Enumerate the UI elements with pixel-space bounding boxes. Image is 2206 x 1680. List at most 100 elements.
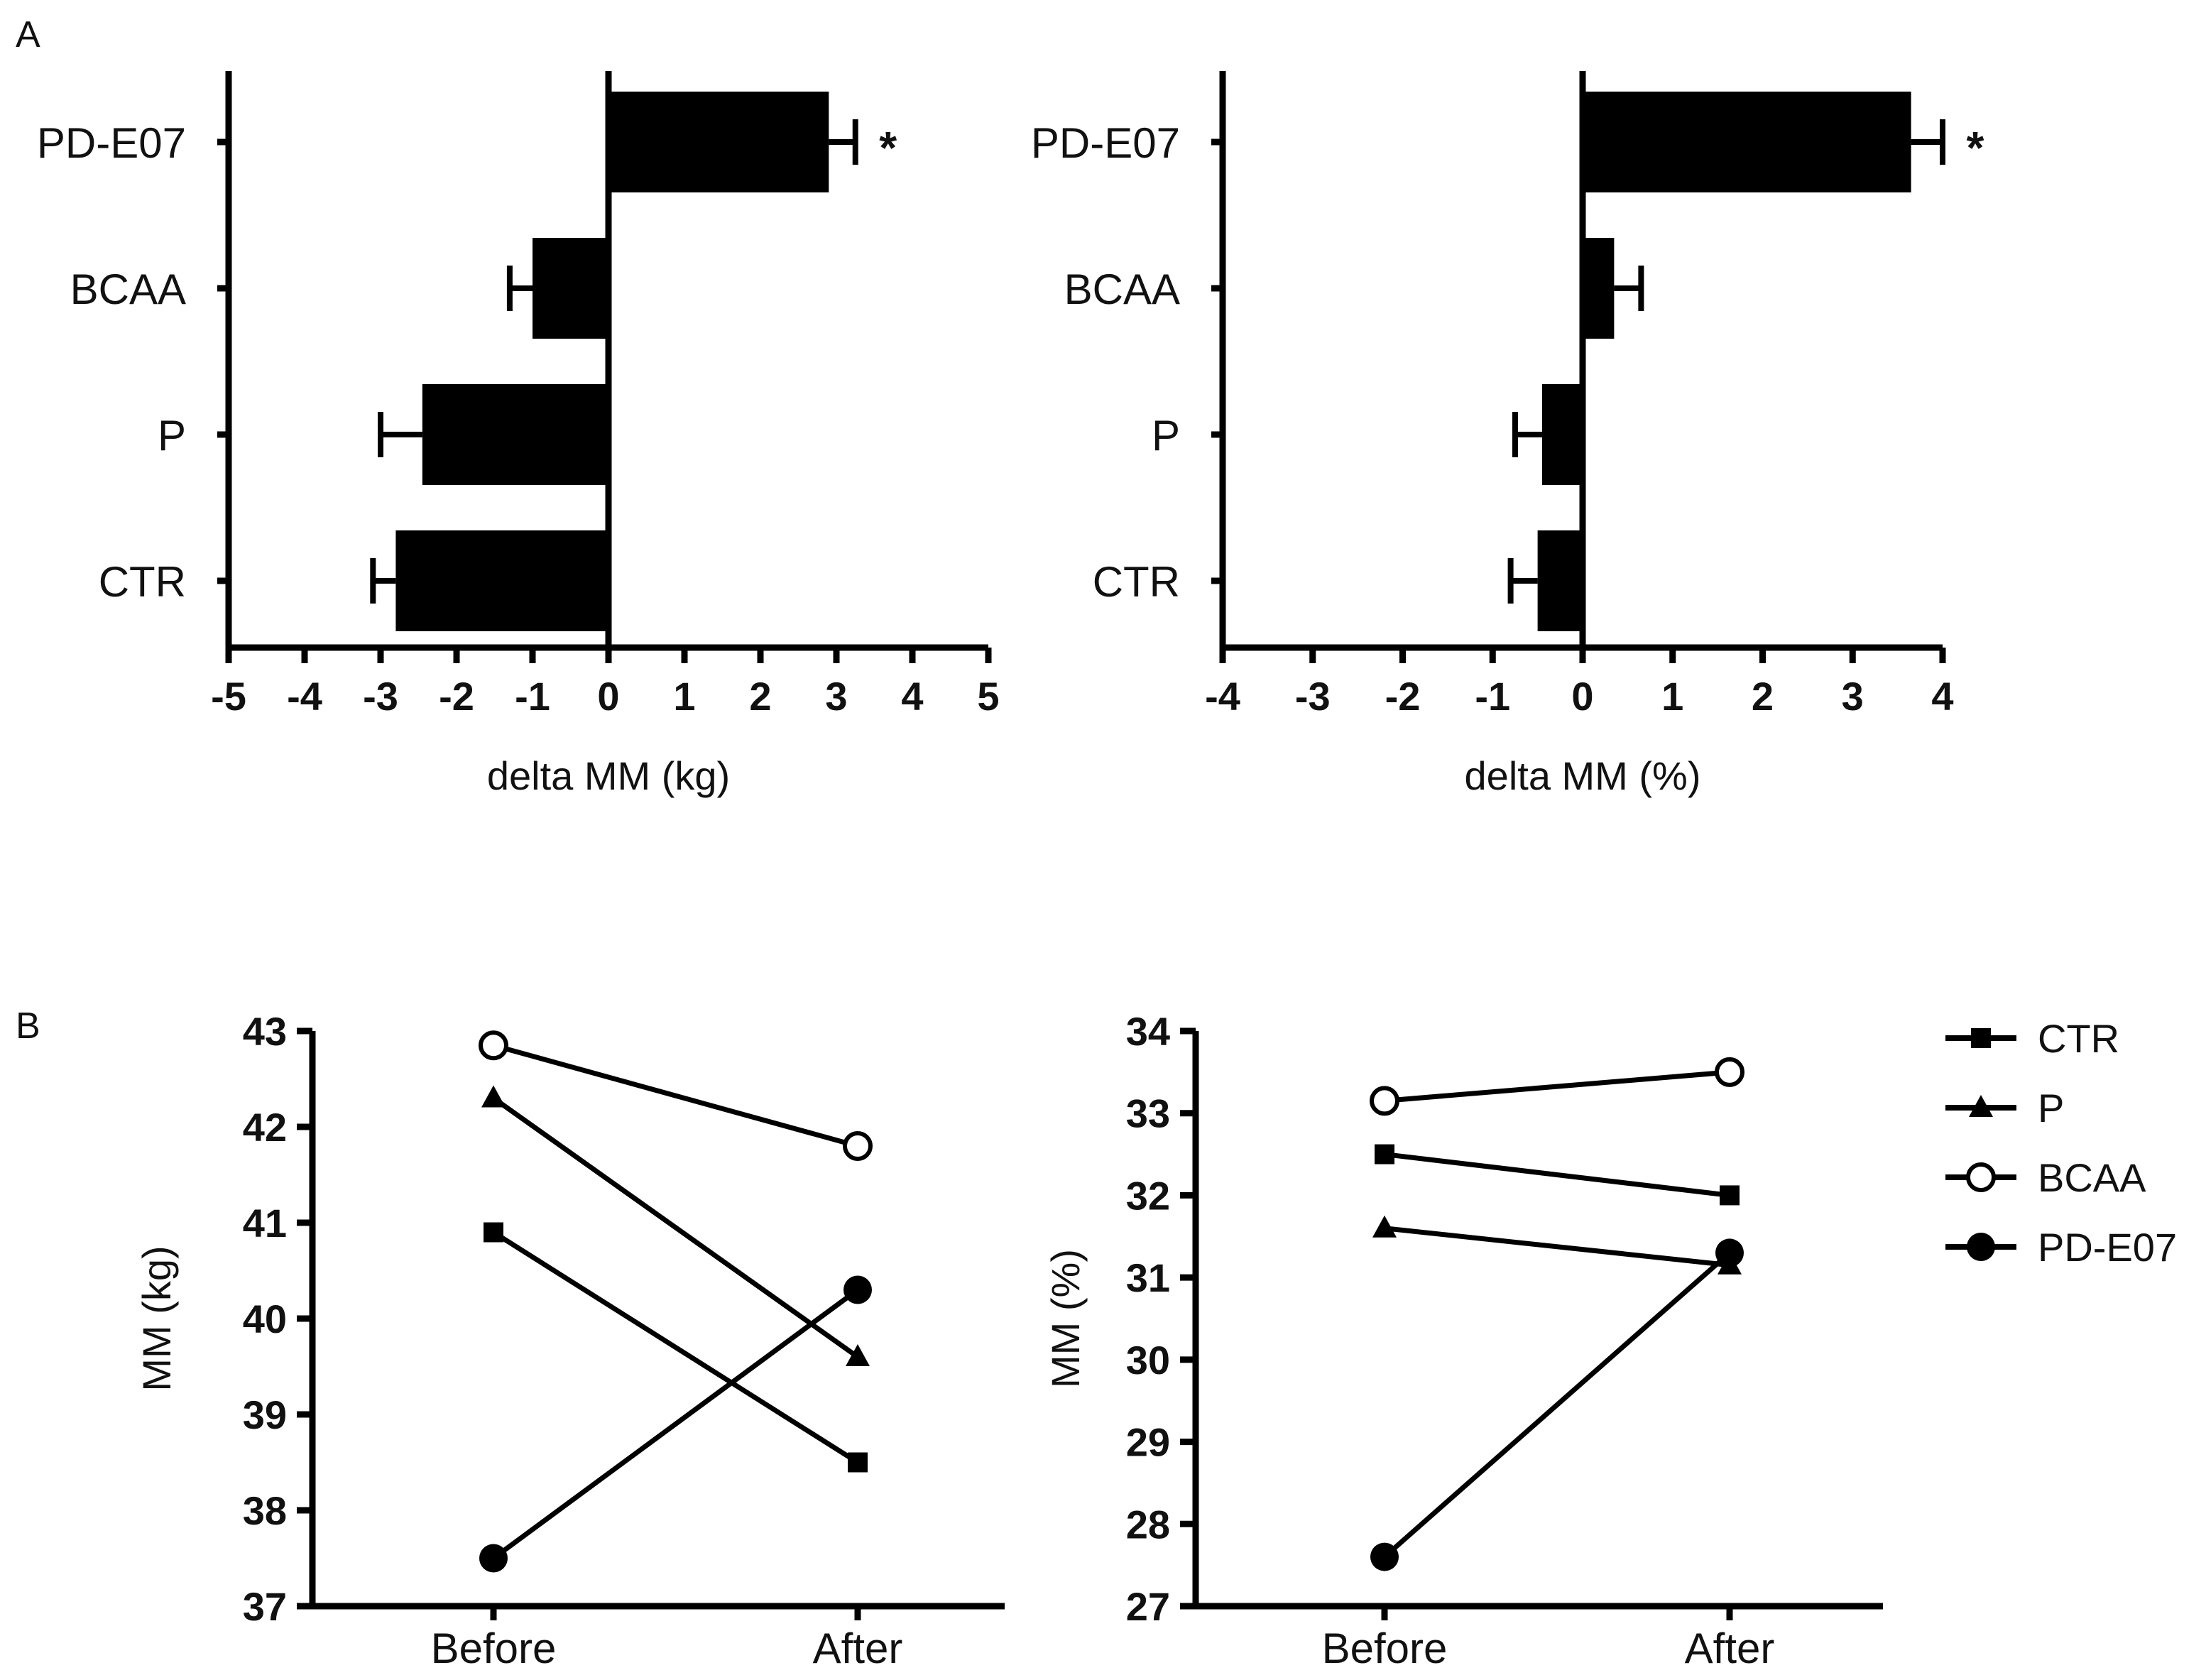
bar-ctr — [1537, 530, 1583, 631]
x-tick-label: -1 — [515, 674, 550, 719]
series-line-ctr — [1384, 1152, 1730, 1198]
significance-star: * — [1967, 122, 1984, 173]
bar-chart-delta-mm-kg: -5 -4 -3 -2 -1 0 1 2 3 4 5 delta MM (kg) CTR P BCAA PD-… — [37, 71, 1000, 798]
x-tick-label: 1 — [1661, 674, 1683, 719]
series-line-pd-e07 — [491, 1287, 860, 1561]
category-label-p: P — [1152, 412, 1180, 459]
data-point-bcaa — [843, 1131, 873, 1161]
y-tick-label: 40 — [243, 1297, 287, 1341]
bar-ctr — [395, 530, 608, 631]
category-label-pd-e07: PD-E07 — [1031, 119, 1180, 167]
x-tick-label: -5 — [211, 674, 246, 719]
x-tick-label: 3 — [1842, 674, 1864, 719]
data-point-ctr — [1375, 1144, 1394, 1164]
significance-star: * — [879, 122, 897, 173]
bar-p — [422, 384, 608, 485]
legend-marker-ctr — [1971, 1028, 1991, 1048]
y-tick-label: 32 — [1126, 1173, 1170, 1218]
x-category-label-after: After — [1685, 1625, 1775, 1672]
x-tick-label: -3 — [363, 674, 398, 719]
x-tick-label: 5 — [977, 674, 999, 719]
series-line-p — [1384, 1226, 1730, 1268]
legend-marker-pd-e07 — [1967, 1233, 1995, 1261]
y-tick-label: 39 — [243, 1392, 287, 1437]
x-tick-label: -3 — [1295, 674, 1331, 719]
category-label-bcaa: BCAA — [1064, 266, 1180, 313]
x-category-label-before: Before — [431, 1625, 557, 1672]
data-point-ctr — [484, 1222, 503, 1243]
data-point-bcaa — [479, 1030, 508, 1061]
bar-pd-e07 — [1583, 92, 1911, 192]
bar-p — [1541, 384, 1583, 485]
x-tick-label: 0 — [597, 674, 619, 719]
data-point-pd-e07 — [1370, 1542, 1399, 1571]
x-axis-title: delta MM (kg) — [487, 753, 730, 798]
x-tick-label: -4 — [1205, 674, 1240, 719]
series-line-ctr — [492, 1230, 859, 1465]
legend-marker-p — [1969, 1095, 1993, 1117]
data-point-p — [1372, 1215, 1397, 1238]
data-point-ctr — [1720, 1185, 1740, 1206]
data-point-pd-e07 — [479, 1544, 508, 1573]
series-line-p — [491, 1096, 860, 1359]
x-tick-label: -1 — [1475, 674, 1510, 719]
category-label-bcaa: BCAA — [70, 266, 186, 313]
series-line-bcaa — [1384, 1069, 1730, 1103]
y-tick-label: 37 — [243, 1584, 287, 1629]
x-tick-label: -4 — [287, 674, 322, 719]
panel-letter-a: A — [16, 14, 40, 55]
data-point-bcaa — [1715, 1057, 1744, 1087]
x-tick-label: 1 — [673, 674, 695, 719]
legend: CTR P BCAA PD-E07 — [1945, 1016, 2177, 1270]
x-tick-label: -2 — [1385, 674, 1421, 719]
data-point-bcaa — [1370, 1086, 1399, 1116]
category-label-p: P — [158, 412, 186, 459]
y-tick-label: 30 — [1126, 1338, 1170, 1382]
x-category-label-before: Before — [1322, 1625, 1448, 1672]
y-axis-title: MM (%) — [1043, 1249, 1088, 1388]
x-category-label-after: After — [813, 1625, 903, 1672]
category-label-ctr: CTR — [1093, 558, 1180, 606]
y-tick-label: 33 — [1126, 1091, 1170, 1136]
y-tick-label: 42 — [243, 1105, 287, 1150]
x-axis-title: delta MM (%) — [1465, 753, 1701, 798]
bar-pd-e07 — [608, 92, 829, 192]
x-tick-label: -2 — [439, 674, 474, 719]
legend-marker-bcaa — [1966, 1162, 1996, 1192]
y-tick-label: 28 — [1126, 1502, 1170, 1547]
panel-letter-b: B — [16, 1005, 40, 1047]
y-tick-label: 29 — [1126, 1420, 1170, 1465]
x-tick-label: 4 — [1931, 674, 1953, 719]
y-tick-label: 43 — [243, 1009, 287, 1054]
category-label-pd-e07: PD-E07 — [37, 119, 186, 167]
data-point-p — [846, 1344, 870, 1366]
bar-bcaa — [1583, 238, 1615, 339]
category-label-ctr: CTR — [99, 558, 186, 606]
y-tick-label: 34 — [1126, 1009, 1170, 1054]
y-tick-label: 41 — [243, 1201, 287, 1245]
x-tick-label: 3 — [825, 674, 847, 719]
line-chart-mm-kg: 37 38 39 40 41 42 43 MM (kg) Before After — [134, 1009, 1005, 1672]
legend-label-p: P — [2038, 1086, 2064, 1130]
legend-label-ctr: CTR — [2038, 1016, 2119, 1061]
x-tick-label: 4 — [901, 674, 923, 719]
series-line-pd-e07 — [1382, 1250, 1732, 1559]
bar-bcaa — [533, 238, 608, 339]
y-axis-title: MM (kg) — [134, 1245, 179, 1391]
data-point-pd-e07 — [1715, 1238, 1744, 1267]
line-chart-mm-percent: 27 28 29 30 31 32 33 34 MM (%) Before After — [1043, 1009, 1883, 1672]
legend-label-pd-e07: PD-E07 — [2038, 1225, 2177, 1270]
bar-chart-delta-mm-percent: -4 -3 -2 -1 0 1 2 3 4 delta MM (%) CTR P BCAA PD-E07 * — [1031, 71, 1984, 798]
series-line-bcaa — [493, 1042, 858, 1149]
y-tick-label: 31 — [1126, 1255, 1170, 1300]
x-tick-label: 2 — [749, 674, 771, 719]
y-tick-label: 38 — [243, 1488, 287, 1533]
x-tick-label: 0 — [1571, 674, 1593, 719]
x-tick-label: 2 — [1752, 674, 1774, 719]
y-tick-label: 27 — [1126, 1584, 1170, 1629]
legend-label-bcaa: BCAA — [2038, 1155, 2146, 1200]
data-point-p — [481, 1085, 506, 1108]
data-point-pd-e07 — [843, 1275, 872, 1304]
data-point-ctr — [848, 1452, 868, 1473]
